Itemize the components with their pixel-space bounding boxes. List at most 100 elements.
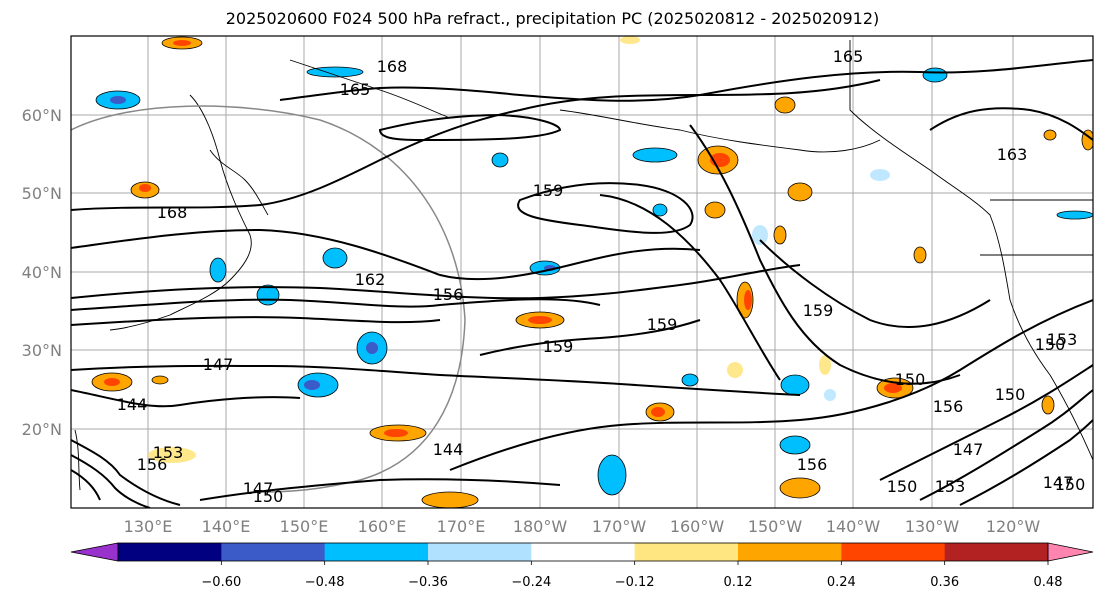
- precip-light-positive-area: [727, 362, 743, 378]
- contour-label: 159: [803, 301, 834, 320]
- contour-line: [71, 316, 441, 326]
- north-america-coastline: [849, 40, 1093, 461]
- precip-negative-area: [779, 435, 811, 455]
- contour-line: [479, 319, 701, 356]
- precip-light-negative-area: [870, 169, 890, 181]
- longitude-label: 170°W: [592, 517, 647, 536]
- colorbar: −0.60 −0.48 −0.36 −0.24 −0.12 0.12 0.24 0.36 0.4…: [70, 542, 1094, 590]
- contour-labels: 168 165 165 168 159 163 162 156 159 159 159 147 144 1…: [117, 47, 1086, 506]
- contour-label: 153: [935, 477, 966, 496]
- figure-title: 2025020600 F024 500 hPa refract., precip…: [225, 9, 880, 28]
- precip-positive-area: [787, 182, 813, 202]
- precip-light-positive-area: [819, 355, 831, 375]
- contour-label: 159: [647, 315, 678, 334]
- precip-light-negative-area: [824, 389, 836, 401]
- contour-line: [929, 107, 1093, 141]
- contour-line: [71, 79, 881, 211]
- asia-coastline: [109, 94, 252, 331]
- precip-positive-area: [1043, 129, 1057, 141]
- contour-label: 150: [887, 477, 918, 496]
- precip-negative-area: [597, 454, 627, 496]
- precip-strong-negative-core: [304, 380, 320, 390]
- precip-negative-area: [209, 257, 227, 283]
- longitude-label: 180°W: [513, 517, 568, 536]
- contour-label: 147: [203, 355, 234, 374]
- precip-positive-area: [151, 375, 169, 385]
- contour-label: 165: [833, 47, 864, 66]
- colorbar-tick-label: 0.48: [1034, 575, 1063, 590]
- precip-strong-positive-core: [384, 429, 408, 437]
- contour-line: [959, 419, 1093, 506]
- precip-fill: [91, 36, 1093, 508]
- contour-label: 168: [157, 203, 188, 222]
- contour-label: 162: [355, 270, 386, 289]
- contour-label: 147: [243, 479, 274, 498]
- latitude-label: 60°N: [22, 106, 62, 125]
- precip-positive-area: [1041, 395, 1055, 415]
- precip-strong-negative-core: [110, 96, 126, 104]
- contour-line: [759, 239, 991, 329]
- latitude-label: 30°N: [22, 341, 62, 360]
- longitude-label: 130°E: [124, 517, 173, 536]
- colorbar-tick-label: −0.60: [201, 575, 241, 590]
- contour-label: 150: [1035, 335, 1066, 354]
- contour-label: 144: [117, 395, 148, 414]
- longitude-label: 160°W: [670, 517, 725, 536]
- contour-label: 156: [933, 397, 964, 416]
- longitude-label: 170°E: [437, 517, 486, 536]
- precip-negative-area: [652, 203, 668, 217]
- colorbar-bin: [324, 543, 429, 561]
- colorbar-tick-label: −0.24: [511, 575, 551, 590]
- precip-positive-area: [421, 491, 479, 508]
- contour-line: [449, 299, 1093, 471]
- contour-line: [279, 59, 1093, 102]
- aleutian-coastline: [559, 109, 881, 153]
- precip-positive-area: [704, 201, 726, 219]
- colorbar-tick-label: 0.36: [930, 575, 959, 590]
- longitude-label: 140°E: [202, 517, 251, 536]
- contour-line: [71, 454, 151, 508]
- longitude-label: 150°E: [280, 517, 329, 536]
- colorbar-tick-label: −0.12: [615, 575, 655, 590]
- precip-negative-area: [632, 147, 678, 163]
- refractivity-contours: [71, 59, 1093, 508]
- colorbar-bin: [118, 543, 222, 561]
- contour-label: 150: [995, 385, 1026, 404]
- precip-negative-area: [306, 66, 364, 78]
- longitude-labels: 130°E 140°E 150°E 160°E 170°E 180°W 170°W 160°W…: [124, 517, 1041, 536]
- precip-negative-area: [491, 152, 509, 168]
- precip-positive-area: [773, 225, 787, 245]
- colorbar-tick-label: 0.24: [827, 575, 856, 590]
- contour-label: 150: [253, 487, 284, 506]
- precip-strong-positive-core: [173, 40, 191, 46]
- latitude-label: 40°N: [22, 263, 62, 282]
- precip-light-negative-area: [752, 225, 768, 245]
- contour-label: 153: [1047, 330, 1078, 349]
- contour-label: 165: [340, 80, 371, 99]
- precip-strong-positive-core: [104, 378, 120, 386]
- contour-line: [71, 228, 701, 281]
- contour-label: 156: [433, 285, 464, 304]
- contour-label: 163: [997, 145, 1028, 164]
- precip-negative-area: [922, 67, 948, 83]
- contour-line: [71, 264, 801, 300]
- longitude-label: 130°W: [905, 517, 960, 536]
- precip-strong-positive-core: [744, 290, 752, 310]
- contour-label: 159: [533, 181, 564, 200]
- colorbar-bin: [634, 543, 739, 561]
- colorbar-extend-high: [1047, 542, 1094, 562]
- contour-line: [71, 298, 601, 311]
- latitude-label: 50°N: [22, 184, 62, 203]
- colorbar-bin: [944, 543, 1049, 561]
- colorbar-bin: [738, 543, 842, 561]
- map-frame: [70, 35, 1094, 509]
- contour-line: [71, 439, 181, 506]
- contour-label: 147: [1043, 473, 1074, 492]
- contour-label: 168: [377, 57, 408, 76]
- colorbar-extend-low: [70, 542, 119, 562]
- colorbar-bin: [428, 543, 532, 561]
- precip-negative-area: [1056, 210, 1093, 220]
- longitude-label: 160°E: [358, 517, 407, 536]
